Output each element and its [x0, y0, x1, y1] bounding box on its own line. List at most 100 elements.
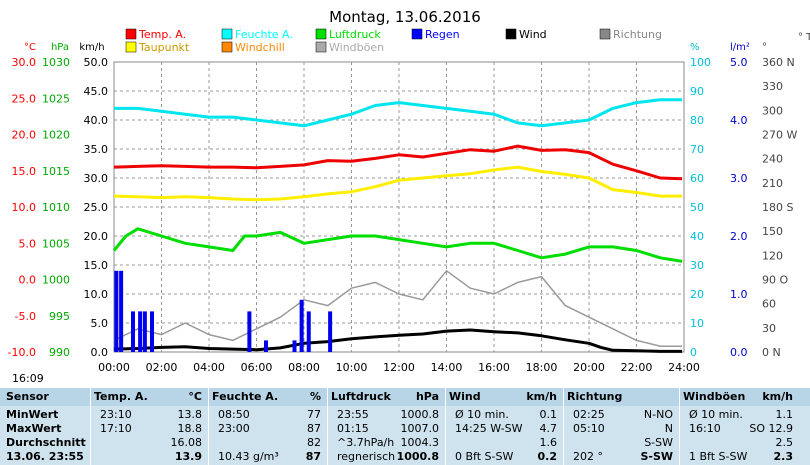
- chart-plot-area: [112, 98, 683, 353]
- rain-bar: [142, 311, 147, 352]
- table-cell-value: 16.08: [170, 436, 203, 449]
- axis-tick-label: 0.0: [730, 346, 748, 359]
- statistics-table: Sensor Temp. A. °C Feuchte A.% Luftdruck hPa W…: [0, 388, 810, 465]
- x-tick-label: 14:00: [431, 361, 463, 374]
- axis-tick-label: 5.0: [730, 56, 748, 69]
- table-header: Wind: [449, 390, 481, 403]
- axis-tick-label: 1030: [42, 56, 70, 69]
- axis-tick-label: 2.0: [730, 230, 748, 243]
- axis-tick-label: 60: [762, 298, 776, 311]
- legend-swatch: [125, 28, 137, 40]
- table-cell-value: 13.8: [177, 408, 203, 421]
- table-cell-note: Ø 10 min.: [689, 408, 743, 421]
- axis-tick-label: 1015: [42, 165, 70, 178]
- weather-chart: Montag, 13.06.2016 Temp. A. Feuchte A. Luf…: [8, 8, 810, 385]
- table-cell-note: 02:25: [573, 408, 605, 421]
- axis-tick-label: 330: [762, 80, 783, 93]
- axis-unit-label: °: [762, 42, 767, 53]
- axis-tick-label: 360 N: [762, 56, 795, 69]
- axis-tick-label: 20.0: [12, 129, 37, 142]
- table-row-label: MinWert: [6, 408, 59, 421]
- axis-tick-label: -10.0: [8, 346, 36, 359]
- x-tick-label: 02:00: [146, 361, 178, 374]
- axis-tick-label: 90: [690, 85, 704, 98]
- legend-label: Temp. A.: [138, 28, 186, 41]
- axis-tick-label: 20: [690, 288, 704, 301]
- legend-swatch: [599, 28, 611, 40]
- chart-legend: Temp. A. Feuchte A. Luftdruck Regen Wind Rich…: [125, 28, 662, 54]
- table-row-label: MaxWert: [6, 422, 62, 435]
- table-cell-value: 2.3: [773, 450, 794, 463]
- table-cell-note: 10.43 g/m³: [218, 450, 279, 463]
- axis-unit-label: hPa: [51, 42, 69, 53]
- axis-tick-label: 40.0: [84, 114, 109, 127]
- legend-label: Wind: [519, 28, 547, 41]
- table-divider: [563, 388, 564, 465]
- axis-tick-label: 0.0: [91, 346, 109, 359]
- current-time: 16:09: [12, 372, 44, 385]
- axis-tick-label: 10.0: [84, 288, 109, 301]
- table-header-unit: km/h: [526, 390, 557, 403]
- series-line: [113, 165, 683, 202]
- table-cell-value: 1004.3: [400, 436, 440, 449]
- table-cell-value: 1000.8: [396, 450, 439, 463]
- chart-axes: -10.0 -5.0 0.0 5.0 10.0 15.0 20.0 25.0 30.0 °C 990…: [8, 42, 798, 374]
- table-cell-note: 23:10: [100, 408, 132, 421]
- legend-label: Regen: [425, 28, 460, 41]
- table-cell-value: 1.6: [539, 436, 558, 449]
- table-cell-note: 202 °: [573, 450, 603, 463]
- table-cell-value: SO 12.9: [749, 422, 793, 435]
- axis-tick-label: 210: [762, 177, 783, 190]
- table-cell-value: 82: [307, 436, 321, 449]
- axis-tick-label: 120: [762, 249, 783, 262]
- table-cell-note: ^3.7hPa/h: [337, 436, 395, 449]
- series-line: [113, 328, 683, 353]
- table-cell-value: 87: [305, 450, 321, 463]
- rain-bar: [306, 311, 311, 352]
- table-cell-note: 1 Bft S-SW: [689, 450, 748, 463]
- legend-swatch: [411, 28, 423, 40]
- table-header: Temp. A.: [94, 390, 148, 403]
- axis-tick-label: 270 W: [762, 129, 797, 142]
- legend-swatch: [221, 28, 233, 40]
- rain-bar: [119, 270, 124, 352]
- table-cell-note: 0 Bft S-SW: [455, 450, 514, 463]
- table-divider: [90, 388, 91, 465]
- legend-swatch: [125, 41, 137, 53]
- table-cell-value: 2.5: [775, 436, 794, 449]
- table-cell-value: 1007.0: [400, 422, 440, 435]
- table-header: Luftdruck: [331, 390, 391, 403]
- x-tick-label: 18:00: [526, 361, 558, 374]
- table-header: Sensor: [6, 390, 49, 403]
- x-tick-label: 22:00: [621, 361, 653, 374]
- axis-tick-label: 50.0: [84, 56, 109, 69]
- axis-tick-label: 60: [690, 172, 704, 185]
- rain-bar: [328, 311, 333, 352]
- axis-tick-label: 0 N: [762, 346, 781, 359]
- table-cell-value: S-SW: [644, 436, 673, 449]
- table-cell-value: 18.8: [177, 422, 203, 435]
- legend-label: Windböen: [329, 41, 384, 54]
- series-line: [112, 227, 683, 263]
- axis-tick-label: 995: [49, 310, 70, 323]
- table-cell-note: 14:25 W-SW: [455, 422, 523, 435]
- table-cell-note: 08:50: [218, 408, 250, 421]
- table-header-unit: km/h: [762, 390, 793, 403]
- axis-tick-label: 70: [690, 143, 704, 156]
- legend-swatch: [315, 28, 327, 40]
- axis-tick-label: 300: [762, 104, 783, 117]
- axis-tick-label: 5.0: [91, 317, 109, 330]
- x-tick-label: 04:00: [193, 361, 225, 374]
- table-cell-note: 01:15: [337, 422, 369, 435]
- table-cell-value: 1000.8: [400, 408, 440, 421]
- axis-tick-label: 100: [690, 56, 711, 69]
- table-header-unit: %: [309, 390, 321, 403]
- axis-tick-label: 1.0: [730, 288, 748, 301]
- table-header: Richtung: [567, 390, 623, 403]
- table-cell-note: 16:10: [689, 422, 721, 435]
- legend-swatch: [315, 41, 327, 53]
- x-tick-label: 06:00: [241, 361, 273, 374]
- rain-bar: [131, 311, 135, 352]
- table-header: Windböen: [683, 390, 746, 403]
- x-tick-label: 10:00: [336, 361, 368, 374]
